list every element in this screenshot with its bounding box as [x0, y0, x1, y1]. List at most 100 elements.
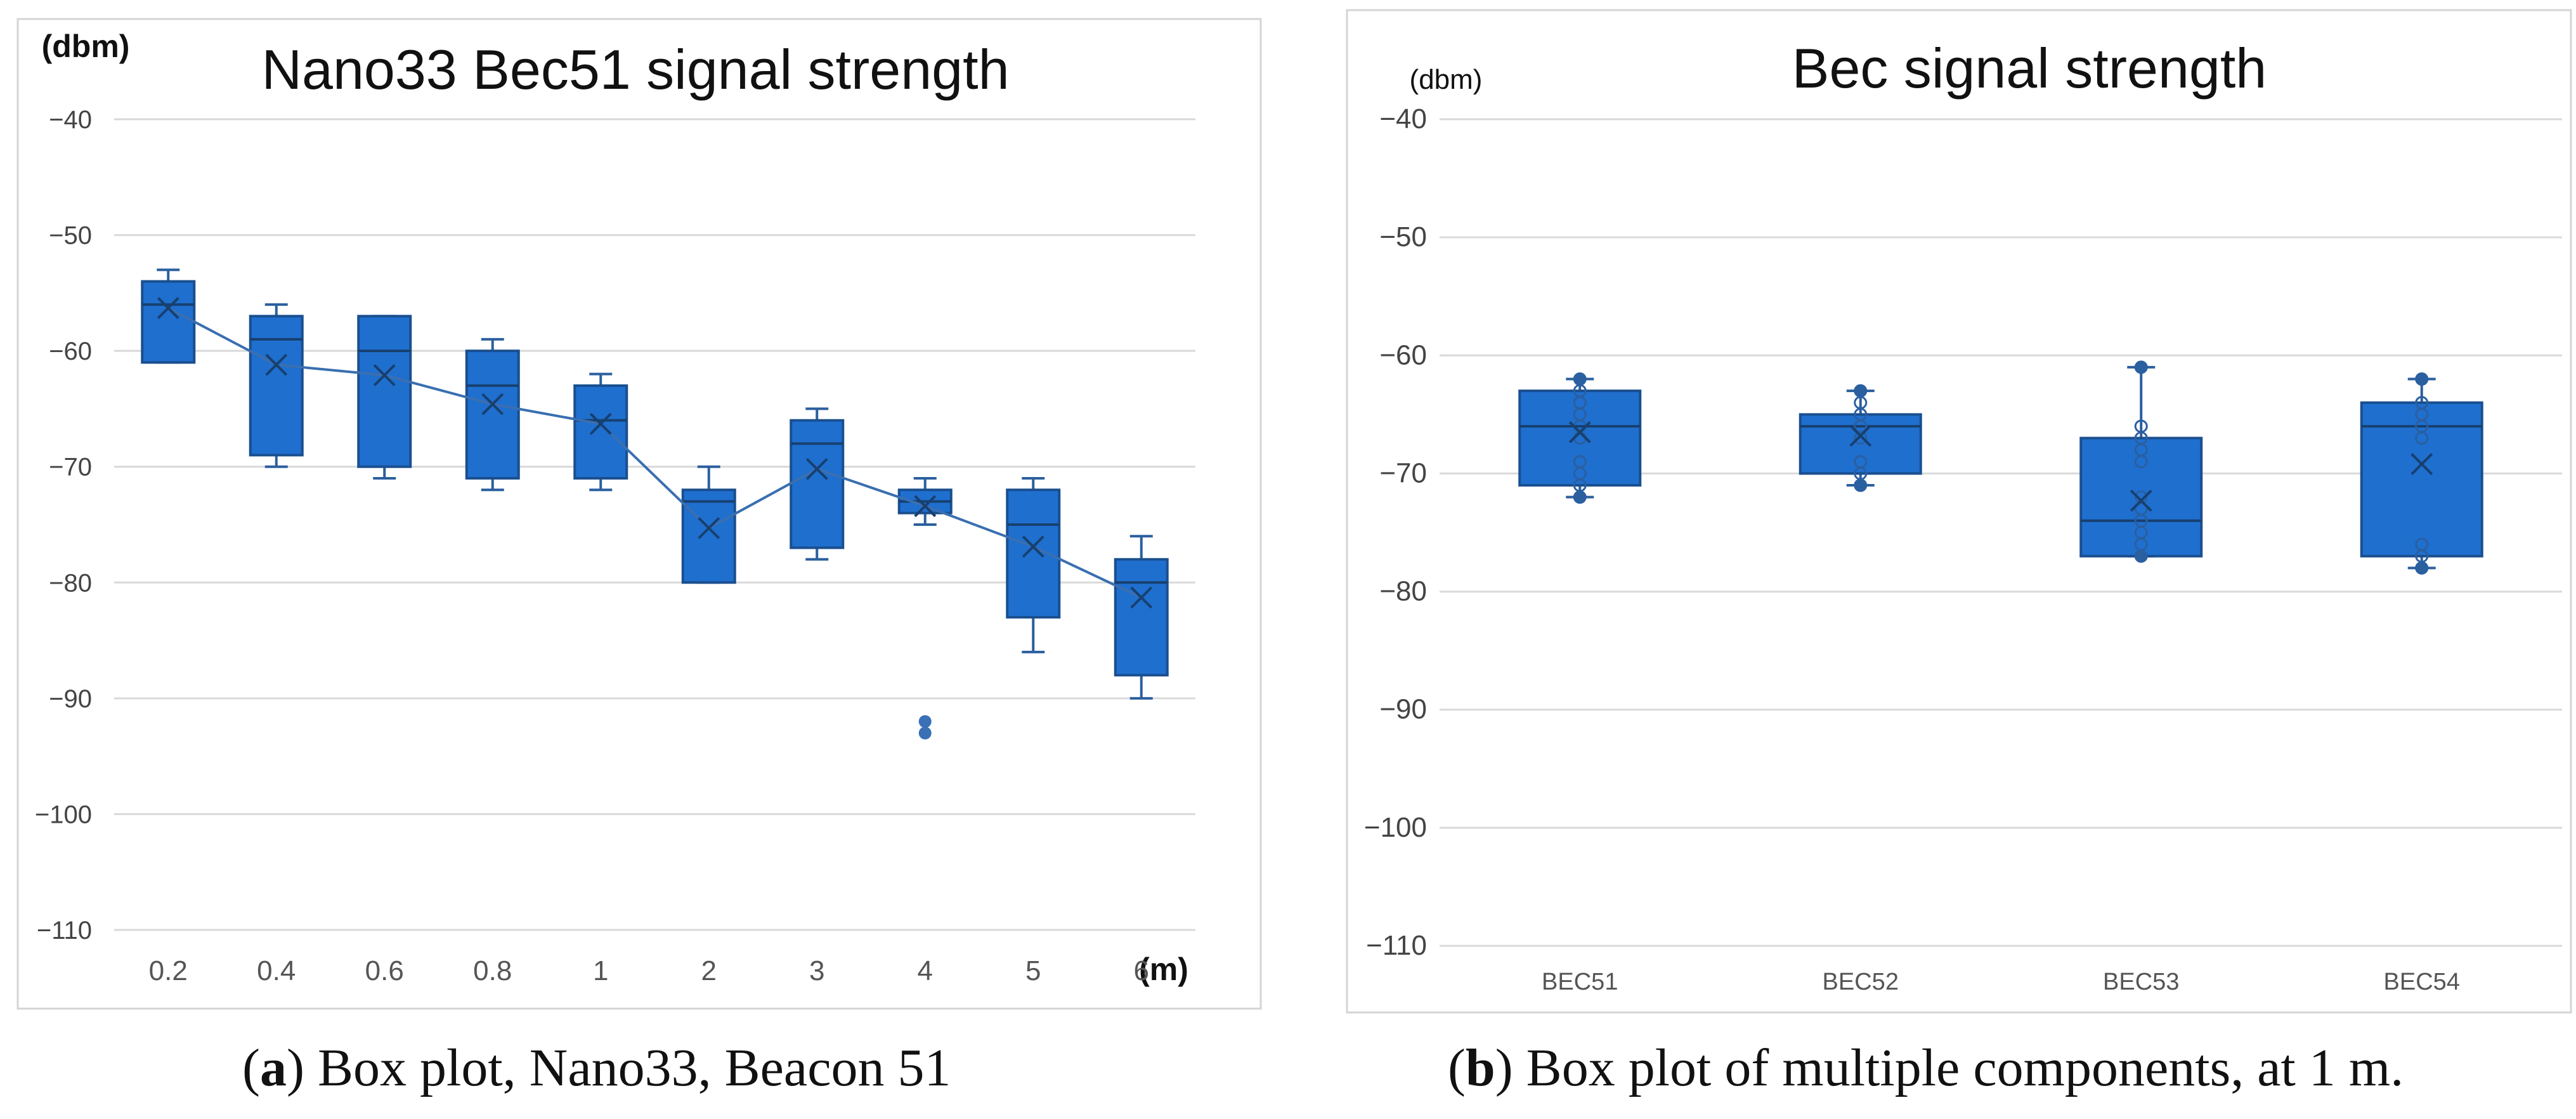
y-tick-label: −80: [49, 569, 92, 597]
y-tick-label: −110: [37, 917, 92, 945]
mean-marker: [805, 457, 828, 480]
chart-b-x-tick-labels: BEC51 BEC52 BEC53 BEC54: [1542, 969, 2460, 995]
chart-a-xlabel: (m): [1139, 952, 1188, 987]
box-plot-multiple-components-chart: Bec signal strength (dbm) −40 −50 −60 −70 −8…: [1346, 9, 2572, 1014]
mean-marker: [1130, 586, 1153, 609]
mean-marker: [265, 353, 288, 376]
box-plot-nano33-chart: Nano33 Bec51 signal strength (dbm) (m) −…: [16, 18, 1262, 1010]
box-body: [2079, 436, 2203, 558]
x-tick-label: 4: [918, 955, 933, 986]
x-tick-label: 1: [593, 955, 608, 986]
box-BEC54: [2360, 372, 2483, 575]
y-tick-label: −110: [1366, 930, 1427, 961]
box-1: [573, 372, 628, 492]
data-point-max: [1573, 372, 1587, 386]
chart-a-mean-markers: [157, 297, 1153, 609]
y-tick-label: −50: [49, 222, 92, 250]
chart-a-x-tick-labels: 0.2 0.4 0.6 0.8 1 2 3 4 5 6: [149, 955, 1149, 986]
x-tick-label: 6: [1134, 955, 1149, 986]
y-tick-label: −60: [1379, 339, 1427, 370]
box-body: [1006, 488, 1061, 619]
y-tick-label: −100: [1364, 812, 1427, 843]
mean-marker: [698, 517, 720, 539]
caption-b-text: ) Box plot of multiple components, at 1 …: [1495, 1038, 2404, 1097]
box-body: [1114, 558, 1169, 677]
chart-a-mean-line: [167, 306, 1142, 599]
mean-marker: [1849, 424, 1872, 447]
caption-a-letter: a: [259, 1038, 287, 1097]
chart-b-boxes: [1518, 360, 2483, 575]
data-point-min: [1854, 479, 1867, 492]
box-0.4: [249, 303, 304, 468]
chart-a-ylabel: (dbm): [42, 29, 130, 64]
y-tick-label: −90: [1379, 694, 1427, 725]
mean-marker: [589, 412, 612, 435]
x-tick-label: BEC52: [1823, 969, 1899, 995]
box-body: [2360, 401, 2483, 558]
mean-marker: [914, 495, 937, 518]
chart-a-y-tick-labels: −40 −50 −60 −70 −80 −90 −100 −110: [35, 106, 92, 945]
x-tick-label: 0.6: [365, 955, 404, 986]
box-body: [465, 350, 520, 480]
outlier-point: [918, 726, 932, 740]
mean-marker: [373, 364, 396, 386]
mean-marker: [1568, 421, 1591, 443]
mean-marker: [481, 393, 504, 416]
box-body: [357, 315, 412, 468]
y-tick-label: −50: [1379, 221, 1427, 252]
chart-a-title: Nano33 Bec51 signal strength: [261, 38, 1009, 101]
x-tick-label: 5: [1025, 955, 1041, 986]
data-point: [1854, 431, 1868, 445]
chart-b-y-tick-labels: −40 −50 −60 −70 −80 −90 −100 −110: [1364, 103, 1427, 961]
x-tick-label: BEC54: [2384, 969, 2460, 995]
data-point-max: [1854, 384, 1867, 398]
data-point: [2134, 455, 2148, 469]
data-point-max: [2135, 360, 2148, 374]
y-tick-label: −80: [1379, 576, 1427, 607]
caption-b-letter: b: [1465, 1038, 1495, 1097]
y-tick-label: −70: [49, 454, 92, 481]
x-tick-label: 0.4: [257, 955, 296, 986]
x-tick-label: 0.2: [149, 955, 188, 986]
chart-a-boxes: [141, 268, 1169, 740]
outlier-point: [918, 715, 932, 728]
box-body: [1518, 389, 1642, 487]
mean-marker: [157, 297, 179, 320]
x-tick-label: 0.8: [473, 955, 512, 986]
box-body: [573, 384, 628, 480]
x-tick-label: BEC53: [2103, 969, 2179, 995]
y-tick-label: −60: [49, 337, 92, 365]
y-tick-label: −40: [1379, 103, 1427, 134]
data-point-min: [2135, 549, 2148, 563]
mean-marker: [1022, 535, 1044, 558]
y-tick-label: −70: [1379, 457, 1427, 488]
data-point-max: [2415, 372, 2428, 386]
x-tick-label: BEC51: [1542, 969, 1618, 995]
box-0.8: [465, 337, 520, 492]
box-BEC52: [1799, 384, 1922, 492]
x-tick-label: 2: [701, 955, 717, 986]
y-tick-label: −100: [35, 801, 92, 828]
data-point: [2415, 431, 2429, 445]
box-body: [681, 488, 736, 584]
chart-b-ylabel: (dbm): [1410, 64, 1483, 95]
chart-a-border: [16, 18, 1262, 1010]
box-5: [1006, 476, 1061, 653]
y-tick-label: −40: [49, 106, 92, 134]
box-body: [141, 280, 196, 364]
box-body: [790, 419, 845, 549]
box-BEC51: [1518, 372, 1642, 504]
y-tick-label: −90: [49, 685, 92, 713]
data-point-min: [2415, 561, 2428, 575]
x-tick-label: 3: [809, 955, 824, 986]
box-0.2: [141, 268, 196, 364]
caption-a-text: ) Box plot, Nano33, Beacon 51: [286, 1038, 951, 1097]
data-point-min: [1573, 490, 1587, 504]
box-BEC53: [2079, 360, 2203, 563]
box-6: [1114, 535, 1169, 700]
box-0.6: [357, 315, 412, 480]
mean-marker: [2130, 489, 2152, 512]
box-2: [681, 465, 736, 584]
box-3: [790, 407, 845, 561]
mean-marker: [2410, 453, 2433, 475]
